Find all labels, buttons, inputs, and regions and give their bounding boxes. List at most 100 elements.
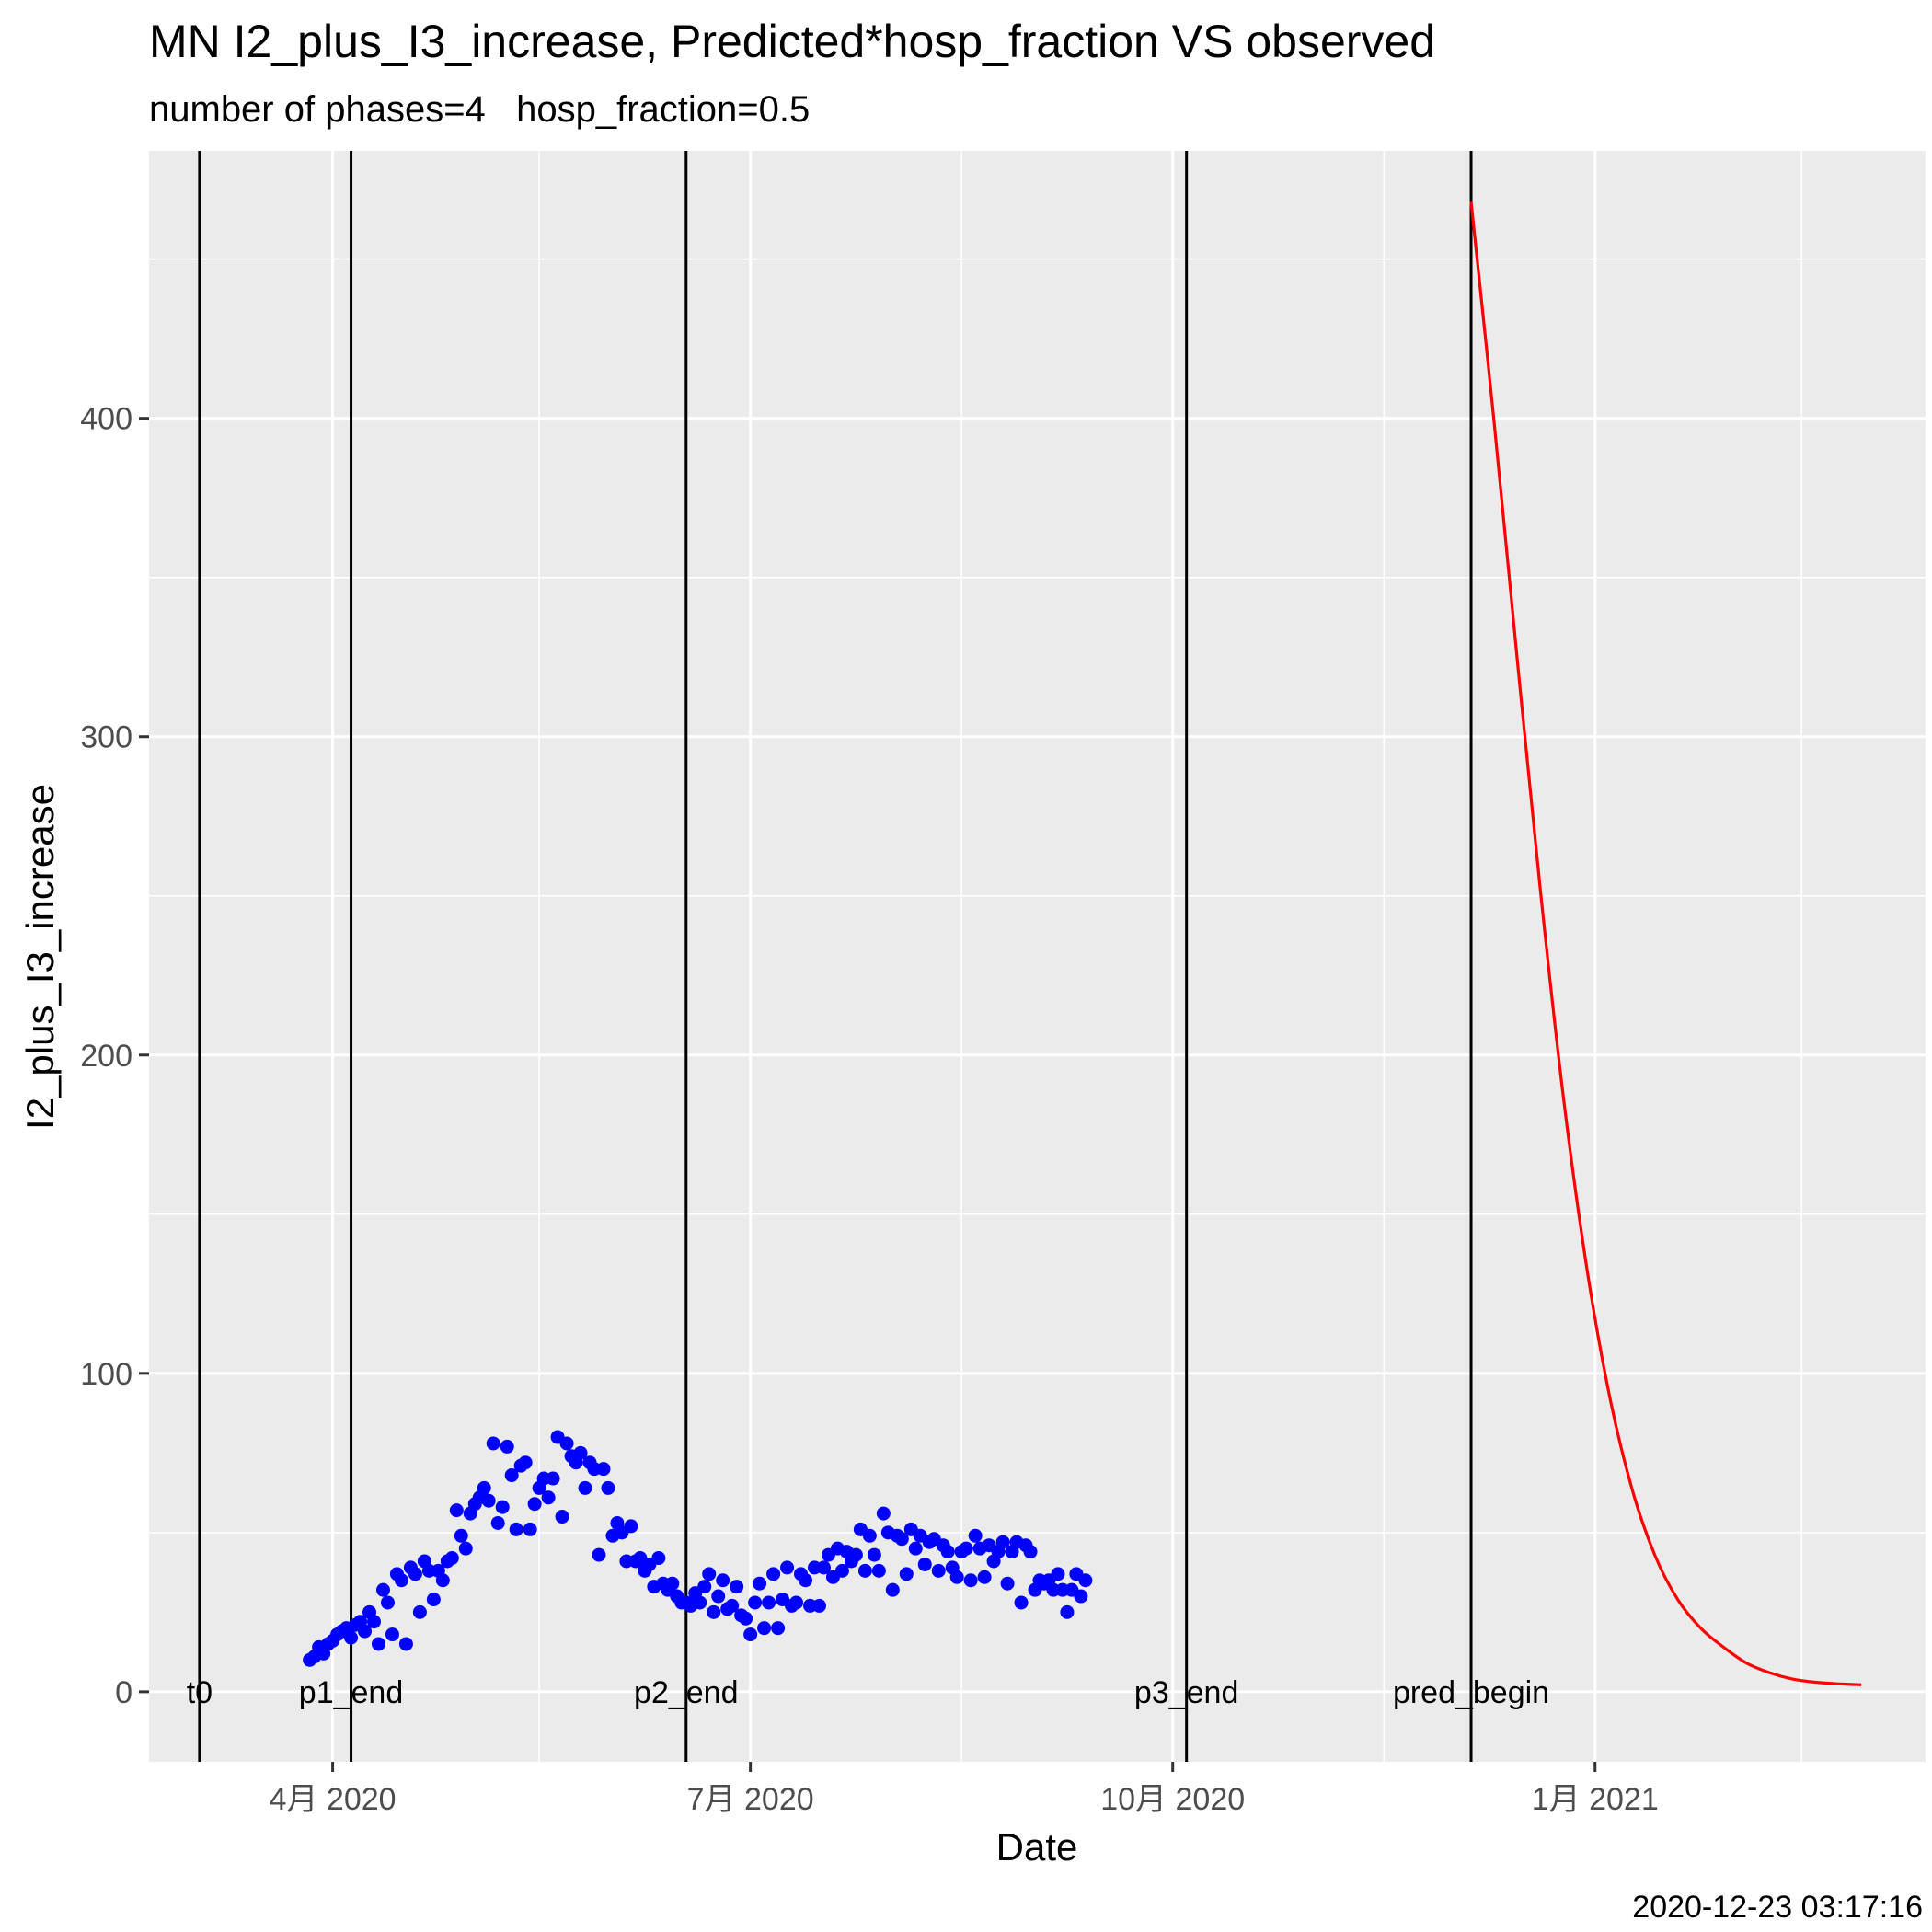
observed-point <box>739 1611 753 1626</box>
observed-point <box>495 1500 510 1514</box>
major-grid <box>149 151 1926 1762</box>
observed-point <box>995 1535 1010 1549</box>
plot-panel <box>149 151 1926 1762</box>
observed-point <box>541 1490 556 1505</box>
observed-point <box>481 1493 496 1508</box>
y-tick-label: 200 <box>80 1039 132 1074</box>
observed-point <box>693 1595 707 1610</box>
observed-point <box>385 1627 399 1642</box>
observed-point <box>771 1621 786 1636</box>
chart-subtitle: number of phases=4 hosp_fraction=0.5 <box>149 89 810 130</box>
observed-point <box>555 1510 569 1524</box>
phase-label: pred_begin <box>1393 1675 1549 1710</box>
observed-point <box>366 1615 381 1629</box>
observed-point <box>816 1560 831 1575</box>
observed-point <box>426 1593 441 1607</box>
observed-point <box>894 1532 909 1547</box>
observed-point <box>1078 1573 1093 1588</box>
x-tick-label: 1月 2021 <box>1532 1782 1659 1817</box>
observed-point <box>651 1551 666 1566</box>
x-axis: 4月 2020 7月 2020 10月 2020 1月 2021 <box>270 1762 1659 1817</box>
observed-series <box>303 1430 1093 1667</box>
observed-point <box>458 1541 473 1556</box>
observed-point <box>454 1528 468 1543</box>
observed-point <box>780 1560 795 1575</box>
x-tick-label: 10月 2020 <box>1100 1782 1245 1817</box>
observed-point <box>876 1506 891 1521</box>
observed-point <box>665 1576 680 1591</box>
observed-point <box>518 1455 533 1470</box>
observed-point <box>848 1547 863 1562</box>
observed-point <box>766 1567 781 1581</box>
observed-point <box>344 1630 359 1645</box>
observed-point <box>504 1468 519 1483</box>
observed-point <box>908 1541 923 1556</box>
observed-point <box>899 1567 914 1581</box>
observed-point <box>743 1627 758 1642</box>
observed-point <box>1014 1595 1029 1610</box>
x-axis-title: Date <box>996 1825 1078 1869</box>
observed-point <box>762 1595 776 1610</box>
observed-point <box>398 1637 413 1651</box>
observed-point <box>811 1598 826 1613</box>
observed-point <box>509 1522 523 1536</box>
observed-point <box>834 1563 849 1578</box>
observed-point <box>500 1439 514 1454</box>
observed-point <box>490 1515 505 1530</box>
observed-point <box>862 1528 877 1543</box>
observed-point <box>1060 1604 1075 1619</box>
chart-title: MN I2_plus_I3_increase, Predicted*hosp_f… <box>149 16 1435 67</box>
observed-point <box>1051 1567 1065 1581</box>
phase-lines: t0 p1_end p2_end p3_end pred_begin <box>187 151 1549 1762</box>
observed-point <box>799 1573 813 1588</box>
observed-point <box>725 1598 740 1613</box>
observed-point <box>968 1528 983 1543</box>
observed-point <box>917 1557 932 1571</box>
observed-point <box>977 1570 992 1584</box>
observed-point <box>380 1595 395 1610</box>
observed-point <box>757 1621 772 1636</box>
x-tick-label: 4月 2020 <box>270 1782 397 1817</box>
observed-point <box>596 1462 611 1477</box>
observed-point <box>789 1595 804 1610</box>
observed-point <box>523 1522 537 1536</box>
observed-point <box>1023 1545 1038 1559</box>
observed-point <box>867 1547 881 1562</box>
observed-point <box>449 1503 464 1518</box>
caption: 2020-12-23 03:17:16 <box>1632 1890 1923 1925</box>
y-tick-label: 400 <box>80 402 132 437</box>
observed-point <box>1000 1576 1015 1591</box>
x-tick-label: 7月 2020 <box>687 1782 814 1817</box>
observed-point <box>697 1580 712 1594</box>
phase-label: t0 <box>187 1675 213 1710</box>
observed-point <box>857 1563 872 1578</box>
observed-point <box>601 1480 615 1495</box>
observed-point <box>408 1567 422 1581</box>
observed-point <box>748 1595 763 1610</box>
observed-point <box>940 1545 955 1559</box>
observed-point <box>931 1563 946 1578</box>
observed-point <box>358 1624 373 1639</box>
observed-point <box>871 1563 886 1578</box>
observed-point <box>486 1436 500 1451</box>
observed-point <box>711 1589 726 1604</box>
predicted-line <box>1469 201 1862 1686</box>
observed-point <box>592 1547 606 1562</box>
observed-point <box>730 1580 744 1594</box>
observed-point <box>477 1480 491 1495</box>
observed-point <box>716 1573 730 1588</box>
observed-point <box>573 1445 588 1460</box>
observed-point <box>375 1582 390 1597</box>
observed-point <box>412 1604 427 1619</box>
phase-label: p3_end <box>1134 1675 1238 1710</box>
predicted-series <box>1469 201 1862 1686</box>
phase-label: p1_end <box>299 1675 403 1710</box>
observed-point <box>444 1551 459 1566</box>
y-axis: 0 100 200 300 400 <box>80 402 149 1710</box>
observed-point <box>559 1436 574 1451</box>
y-axis-title: I2_plus_I3_increase <box>18 784 62 1130</box>
observed-point <box>435 1573 450 1588</box>
y-tick-label: 300 <box>80 720 132 755</box>
observed-point <box>707 1604 721 1619</box>
